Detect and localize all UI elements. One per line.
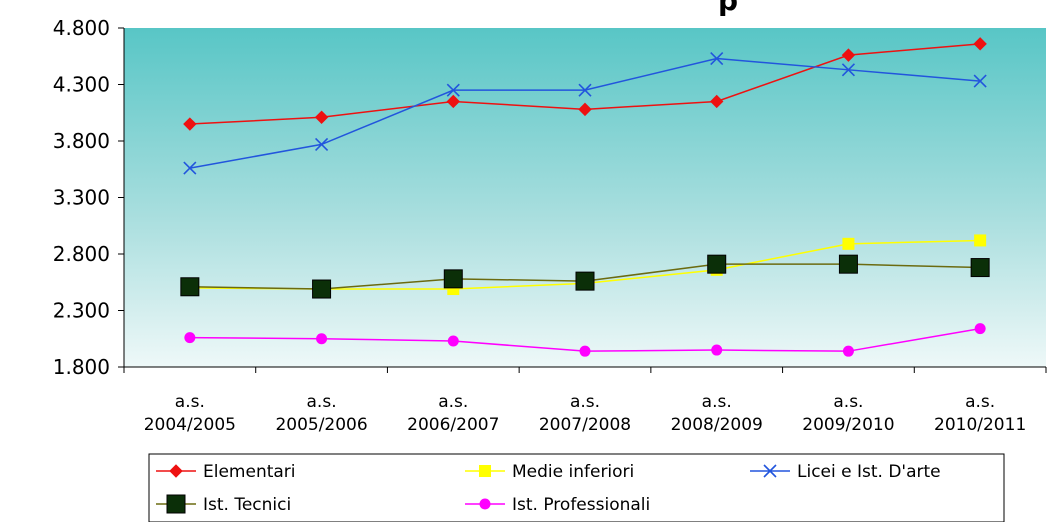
x-tick-label: 2008/2009 <box>671 415 763 435</box>
legend-item: Medie inferiori <box>465 462 634 482</box>
data-point <box>446 94 460 109</box>
legend-label: Licei e Ist. D'arte <box>797 462 941 482</box>
x-tick-label: a.s. <box>833 392 863 412</box>
y-tick-label: 2.300 <box>53 299 110 323</box>
y-tick-label: 3.300 <box>53 186 110 210</box>
data-point <box>575 271 595 291</box>
y-tick-label: 3.800 <box>53 129 110 153</box>
data-point <box>842 345 854 357</box>
legend-label: Ist. Professionali <box>512 495 650 515</box>
y-tick-label: 4.800 <box>53 16 110 40</box>
data-point <box>973 37 987 51</box>
legend-label: Ist. Tecnici <box>203 495 291 515</box>
data-point <box>180 277 200 297</box>
data-point <box>970 258 990 278</box>
data-point <box>184 332 196 344</box>
data-point <box>446 83 460 97</box>
data-point <box>973 74 987 88</box>
legend-item: Elementari <box>156 462 296 482</box>
x-tick-label: a.s. <box>702 392 732 412</box>
data-point <box>838 254 858 274</box>
data-point <box>841 63 855 77</box>
chart-title-fragment: p <box>718 0 738 17</box>
data-point <box>710 51 724 66</box>
data-point <box>479 498 491 510</box>
series-ist-professionali <box>184 323 986 357</box>
legend-item: Ist. Tecnici <box>156 494 291 515</box>
data-point <box>579 345 591 357</box>
x-tick-label: a.s. <box>965 392 995 412</box>
x-tick-label: a.s. <box>570 392 600 412</box>
data-point <box>842 237 855 250</box>
data-point <box>763 464 777 478</box>
x-tick-label: a.s. <box>307 392 337 412</box>
data-point <box>315 137 329 151</box>
series-ist-tecnici <box>180 254 990 299</box>
legend-item: Licei e Ist. D'arte <box>750 462 941 482</box>
data-point <box>443 269 463 289</box>
data-point <box>479 465 491 477</box>
data-point <box>316 333 328 345</box>
data-point <box>707 254 727 274</box>
series-licei-e-ist-d-arte <box>183 51 987 175</box>
legend-label: Elementari <box>203 462 296 482</box>
data-point <box>841 48 856 62</box>
x-tick-label: 2009/2010 <box>802 415 894 435</box>
data-point <box>169 464 183 478</box>
data-point <box>183 161 197 175</box>
series-elementari <box>183 37 987 131</box>
data-point <box>974 323 986 335</box>
x-tick-label: 2006/2007 <box>407 415 499 435</box>
data-point <box>183 117 197 131</box>
x-tick-label: a.s. <box>175 392 205 412</box>
y-tick-label: 4.300 <box>53 73 110 97</box>
x-tick-label: 2010/2011 <box>934 415 1026 435</box>
data-point <box>710 94 724 109</box>
y-tick-label: 2.800 <box>53 242 110 266</box>
x-tick-label: 2005/2006 <box>275 415 367 435</box>
data-point <box>578 83 592 97</box>
data-point <box>166 494 186 514</box>
data-point <box>711 344 723 356</box>
y-tick-label: 1.800 <box>53 355 110 379</box>
data-point <box>312 279 332 299</box>
x-tick-label: a.s. <box>438 392 468 412</box>
legend-item: Ist. Professionali <box>465 495 650 515</box>
data-point <box>447 335 459 347</box>
plot-area <box>124 28 1046 367</box>
x-tick-label: 2004/2005 <box>144 415 236 435</box>
data-point <box>578 102 592 117</box>
data-point <box>974 234 987 247</box>
legend-label: Medie inferiori <box>512 462 634 482</box>
x-tick-label: 2007/2008 <box>539 415 631 435</box>
data-point <box>314 110 329 124</box>
